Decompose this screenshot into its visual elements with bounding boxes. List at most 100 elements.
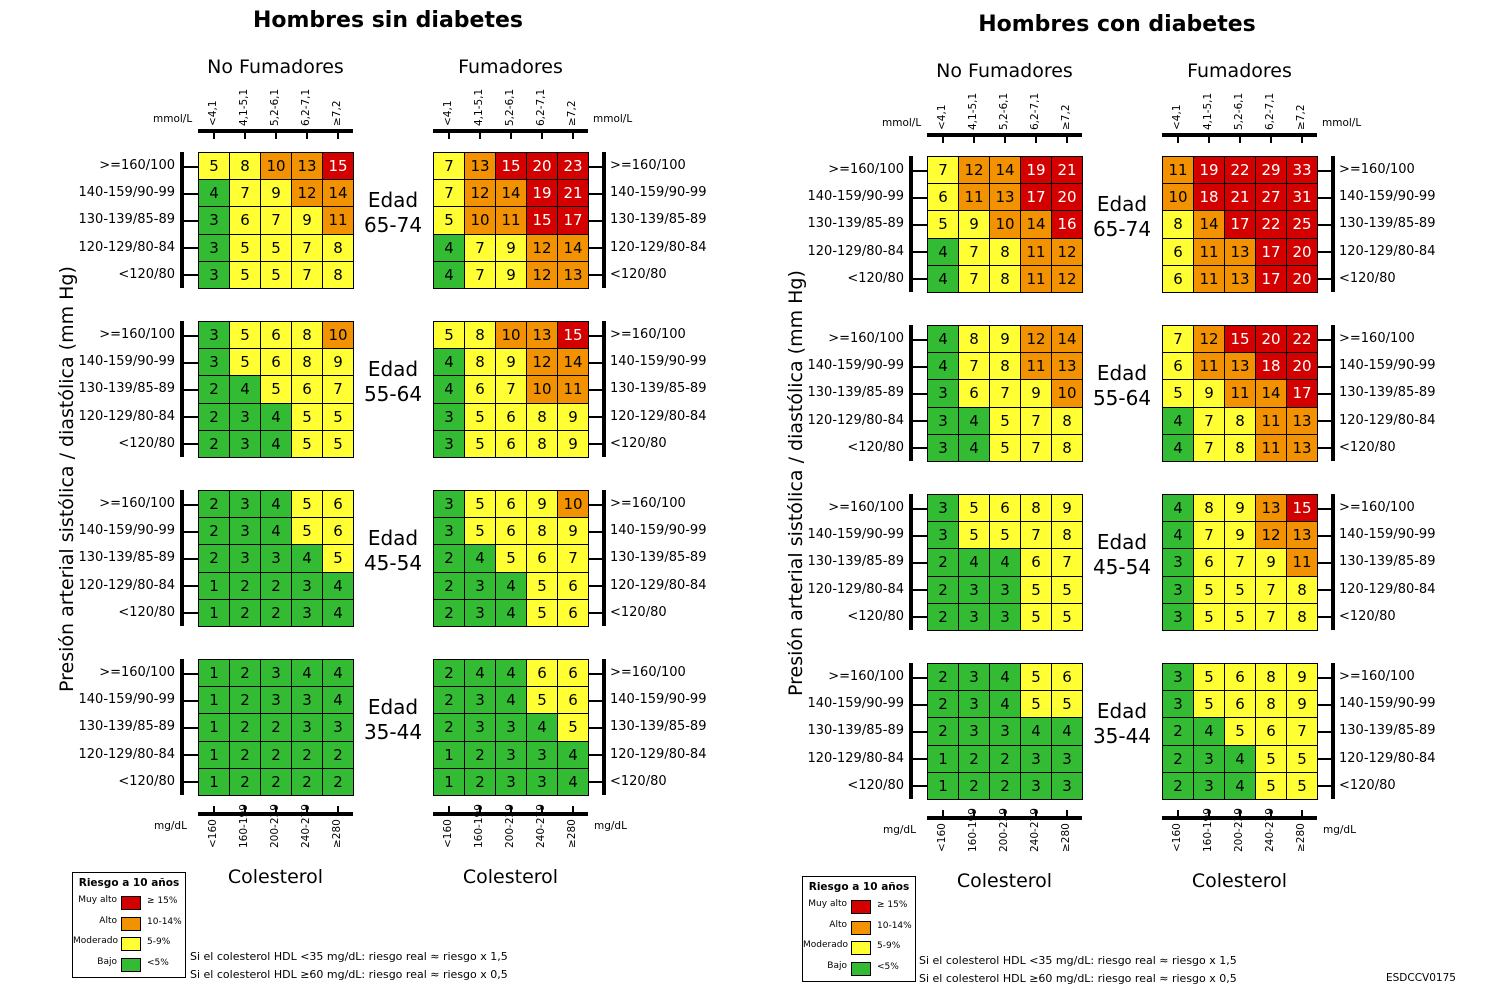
- risk-cell-sin-1-2-4-3: 5: [526, 598, 558, 627]
- risk-cell-sin-0-0-0-0: 5: [198, 152, 230, 181]
- bp-label-sin-0-0-4: <120/80: [118, 266, 175, 282]
- mgdl-tick-sin-0-1: 160-199: [237, 804, 250, 848]
- risk-cell-con-0-3-4-3: 3: [1020, 771, 1052, 800]
- mmol-tick-sin-1-2: 5,2-6,1: [503, 88, 516, 126]
- mgdl-tick-sin-0-3: 240-279: [299, 804, 312, 848]
- mgdl-tick-sin-1-2: 200-239: [503, 804, 516, 848]
- chart-code: ESDCCV0175: [1386, 972, 1456, 984]
- mgdl-tick-sin-1-4: ≥280: [565, 819, 578, 848]
- bp-label-sin-1-3-3: 120-129/80-84: [610, 746, 707, 762]
- legend-range-sin-2: 5-9%: [147, 937, 171, 947]
- bp-label-con-1-0-0: >=160/100: [1339, 162, 1415, 177]
- risk-cell-con-1-1-1-4: 20: [1286, 352, 1318, 381]
- bp-label-sin-1-0-4: <120/80: [610, 266, 667, 282]
- bottom-axis-tick-sin-1-3: [540, 806, 543, 816]
- risk-cell-con-1-2-0-2: 9: [1224, 494, 1256, 523]
- risk-cell-con-0-3-3-3: 3: [1020, 744, 1052, 773]
- risk-cell-con-1-2-2-2: 7: [1224, 548, 1256, 577]
- bp-label-con-1-1-0: >=160/100: [1339, 331, 1415, 346]
- hdl-note-sin-0: Si el colesterol HDL <35 mg/dL: riesgo r…: [190, 950, 508, 963]
- hdl-note-con-0: Si el colesterol HDL <35 mg/dL: riesgo r…: [919, 954, 1237, 967]
- bp-tick-sin-0-2-1: [180, 530, 198, 533]
- risk-cell-con-0-1-4-4: 8: [1051, 433, 1083, 462]
- risk-cell-con-0-3-0-0: 2: [927, 663, 959, 692]
- risk-cell-con-1-3-3-2: 4: [1224, 744, 1256, 773]
- bp-tick-sin-1-3-1: [588, 699, 606, 702]
- risk-cell-con-0-0-3-1: 7: [958, 237, 990, 266]
- risk-cell-sin-0-2-2-4: 5: [322, 544, 354, 573]
- risk-cell-con-0-1-1-3: 11: [1020, 352, 1052, 381]
- bp-label-con-1-2-3: 120-129/80-84: [1339, 581, 1436, 597]
- risk-cell-sin-1-0-3-4: 14: [557, 233, 589, 262]
- risk-cell-sin-1-2-4-2: 4: [495, 598, 527, 627]
- risk-cell-sin-1-0-4-0: 4: [433, 260, 465, 289]
- bp-label-sin-1-1-3: 120-129/80-84: [610, 408, 707, 424]
- risk-cell-sin-1-2-3-3: 5: [526, 571, 558, 600]
- risk-cell-con-1-2-1-0: 4: [1162, 521, 1194, 550]
- risk-cell-con-0-1-3-2: 5: [989, 406, 1021, 435]
- hdl-note-con-1: Si el colesterol HDL ≥60 mg/dL: riesgo r…: [919, 972, 1237, 985]
- risk-cell-con-1-3-2-1: 4: [1193, 717, 1225, 746]
- risk-cell-con-0-2-4-2: 3: [989, 602, 1021, 631]
- risk-cell-con-0-0-3-0: 4: [927, 237, 959, 266]
- risk-cell-con-1-2-0-1: 8: [1193, 494, 1225, 523]
- risk-cell-sin-0-0-4-4: 8: [322, 260, 354, 289]
- risk-cell-con-1-2-2-4: 11: [1286, 548, 1318, 577]
- bottom-axis-tick-con-1-0: [1176, 810, 1179, 820]
- risk-cell-con-0-1-0-1: 8: [958, 325, 990, 354]
- risk-cell-sin-0-2-4-0: 1: [198, 598, 230, 627]
- bp-label-con-1-1-4: <120/80: [1339, 439, 1396, 455]
- risk-cell-sin-0-1-4-3: 5: [291, 429, 323, 458]
- risk-cell-con-1-0-2-3: 22: [1255, 210, 1287, 239]
- risk-cell-con-1-1-0-2: 15: [1224, 325, 1256, 354]
- bp-tick-sin-0-3-2: [180, 727, 198, 729]
- bp-label-sin-0-0-0: >=160/100: [99, 158, 175, 173]
- bp-tick-sin-1-1-0: [588, 334, 606, 337]
- risk-cell-sin-1-1-2-1: 6: [464, 375, 496, 404]
- top-axis-tick-sin-0-2: [274, 129, 277, 139]
- risk-cell-sin-0-1-0-2: 6: [260, 321, 292, 350]
- risk-cell-sin-0-3-0-4: 4: [322, 659, 354, 688]
- risk-cell-con-0-3-1-1: 3: [958, 690, 990, 719]
- risk-cell-sin-1-2-1-3: 8: [526, 517, 558, 546]
- risk-cell-sin-0-2-1-0: 2: [198, 517, 230, 546]
- bp-tick-con-0-3-0: [909, 676, 927, 679]
- mmol-tick-sin-1-3: 6,2-7,1: [534, 88, 547, 126]
- mmol-tick-sin-1-4: ≥7,2: [565, 100, 578, 127]
- risk-cell-con-1-3-3-4: 5: [1286, 744, 1318, 773]
- risk-cell-con-1-3-1-2: 6: [1224, 690, 1256, 719]
- risk-cell-con-1-3-4-0: 2: [1162, 771, 1194, 800]
- risk-cell-con-1-0-4-2: 13: [1224, 264, 1256, 293]
- risk-cell-sin-1-2-3-2: 4: [495, 571, 527, 600]
- risk-cell-sin-1-0-1-3: 19: [526, 179, 558, 208]
- legend-range-sin-0: ≥ 15%: [147, 896, 178, 906]
- risk-cell-con-1-1-4-2: 8: [1224, 433, 1256, 462]
- risk-cell-con-0-3-2-1: 3: [958, 717, 990, 746]
- risk-cell-con-0-3-0-2: 4: [989, 663, 1021, 692]
- risk-cell-sin-0-1-3-0: 2: [198, 402, 230, 431]
- risk-cell-sin-0-0-1-4: 14: [322, 179, 354, 208]
- risk-cell-sin-1-0-3-2: 9: [495, 233, 527, 262]
- bottom-axis-tick-con-0-2: [1003, 810, 1006, 820]
- bp-tick-con-0-3-1: [909, 703, 927, 706]
- mmol-tick-sin-1-1: 4,1-5,1: [472, 88, 485, 126]
- risk-cell-sin-1-0-2-0: 5: [433, 206, 465, 235]
- bp-tick-con-1-1-0: [1317, 338, 1335, 341]
- risk-cell-sin-1-1-1-0: 4: [433, 348, 465, 377]
- risk-cell-con-0-2-2-4: 7: [1051, 548, 1083, 577]
- risk-cell-con-1-3-0-1: 5: [1193, 663, 1225, 692]
- age-range-sin-1: 55-64: [363, 382, 423, 406]
- risk-cell-sin-1-3-2-4: 5: [557, 713, 589, 742]
- risk-cell-sin-0-1-2-3: 6: [291, 375, 323, 404]
- bp-label-sin-0-1-2: 130-139/85-89: [78, 381, 175, 397]
- risk-cell-con-0-3-1-2: 4: [989, 690, 1021, 719]
- bp-label-sin-1-0-0: >=160/100: [610, 158, 686, 173]
- risk-cell-sin-0-2-3-2: 2: [260, 571, 292, 600]
- risk-cell-sin-1-2-2-3: 6: [526, 544, 558, 573]
- risk-cell-con-1-1-3-3: 11: [1255, 406, 1287, 435]
- risk-cell-sin-1-1-0-4: 15: [557, 321, 589, 350]
- bp-tick-sin-0-0-0: [180, 165, 198, 168]
- risk-cell-sin-0-1-1-1: 5: [229, 348, 261, 377]
- bp-label-con-1-3-1: 140-159/90-99: [1339, 696, 1436, 712]
- risk-cell-con-1-0-4-3: 17: [1255, 264, 1287, 293]
